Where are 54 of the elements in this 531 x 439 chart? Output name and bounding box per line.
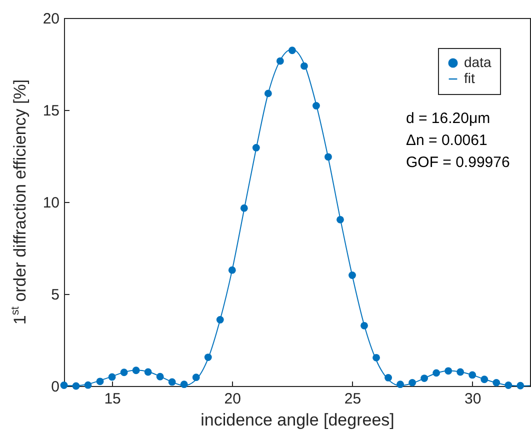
point — [300, 62, 308, 70]
point — [288, 46, 296, 54]
point — [72, 382, 80, 390]
point — [444, 367, 452, 375]
annotation: GOF = 0.99976 — [406, 154, 510, 171]
y-tick-label: 15 — [42, 102, 60, 120]
y-tick-label: 10 — [42, 194, 60, 212]
x-tick-label: 30 — [464, 390, 482, 408]
point — [408, 378, 416, 386]
point — [432, 369, 440, 377]
point — [480, 376, 488, 384]
point — [192, 374, 200, 382]
annotation: Δn = 0.0061 — [406, 132, 488, 149]
point — [228, 266, 236, 274]
point — [120, 368, 128, 376]
legend-label: fit — [464, 70, 475, 86]
point — [492, 378, 500, 386]
point — [264, 90, 272, 98]
point — [420, 374, 428, 382]
x-axis-title: incidence angle [degrees] — [200, 410, 394, 430]
point — [456, 368, 464, 376]
point — [276, 57, 284, 65]
x-tick-label: 15 — [104, 390, 121, 408]
point — [168, 378, 176, 386]
annotation: d = 16.20μm — [406, 110, 490, 127]
point — [240, 204, 248, 212]
y-tick-label: 0 — [51, 378, 60, 396]
x-tick-label: 20 — [224, 390, 241, 408]
point — [144, 368, 152, 376]
point — [180, 380, 188, 388]
point — [384, 374, 392, 382]
point — [96, 378, 104, 386]
y-tick-label: 5 — [51, 286, 60, 304]
point — [360, 322, 368, 330]
point — [60, 382, 68, 389]
point — [372, 354, 380, 362]
legend-label: data — [464, 54, 492, 70]
point — [204, 354, 212, 361]
x-tick-label: 25 — [344, 390, 362, 408]
point — [216, 316, 224, 324]
point — [348, 272, 356, 279]
y-tick-label: 20 — [42, 10, 60, 28]
point — [396, 380, 404, 388]
point — [324, 153, 332, 161]
point — [336, 216, 344, 224]
point — [312, 102, 320, 110]
point — [156, 372, 164, 380]
point — [108, 373, 116, 381]
point — [468, 371, 476, 379]
point — [132, 366, 140, 374]
point — [504, 382, 512, 389]
point — [252, 144, 260, 152]
point — [84, 381, 92, 389]
point — [516, 382, 524, 390]
